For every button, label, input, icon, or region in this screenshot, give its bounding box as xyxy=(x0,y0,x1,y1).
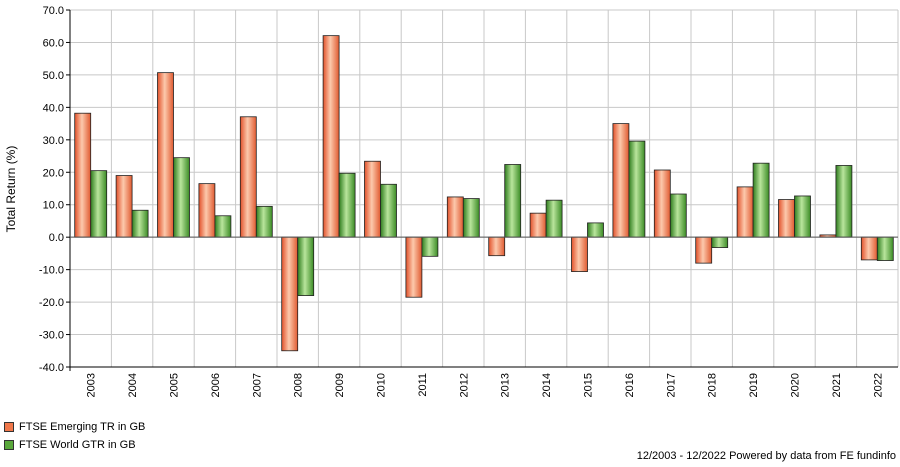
bar-chart: 70.0 60.0 50.0 40.0 30.0 20.0 10.0 0.0 -10.0 -20.… xyxy=(4,5,899,397)
bar-emerging-2003 xyxy=(74,112,92,238)
y-tick-label: 70.0 xyxy=(43,5,64,17)
y-tick-label: -10.0 xyxy=(39,265,64,277)
x-tick-label: 2014 xyxy=(541,373,553,397)
y-tick-label: -30.0 xyxy=(39,330,64,342)
x-tick-label: 2003 xyxy=(86,373,98,397)
bar-world-2015 xyxy=(587,222,604,238)
bar-world-2012 xyxy=(462,198,480,238)
y-tick-label: 30.0 xyxy=(43,135,64,147)
bar-world-2006 xyxy=(214,215,232,238)
y-tick-label: 60.0 xyxy=(43,37,64,49)
bar-emerging-2013 xyxy=(488,236,506,257)
x-tick-label: 2013 xyxy=(500,373,512,397)
bar-world-2021 xyxy=(835,165,853,238)
bar-world-2005 xyxy=(173,157,190,238)
legend-item-world: FTSE World GTR in GB xyxy=(4,437,145,453)
bar-world-2009 xyxy=(338,172,356,238)
bar-emerging-2005 xyxy=(157,72,174,238)
bar-world-2008 xyxy=(297,236,315,297)
y-tick-label: 0.0 xyxy=(49,232,64,244)
bar-world-2004 xyxy=(131,209,149,238)
bar-world-2016 xyxy=(628,140,646,238)
x-tick-label: 2019 xyxy=(748,373,760,397)
x-tick-label: 2015 xyxy=(583,373,595,397)
y-axis-label: Total Return (%) xyxy=(4,146,18,233)
x-tick-label: 2008 xyxy=(293,373,305,397)
bar-emerging-2010 xyxy=(364,160,381,238)
x-tick-label: 2009 xyxy=(334,373,346,397)
bar-world-2010 xyxy=(380,183,397,238)
x-tick-label: 2020 xyxy=(790,373,802,397)
axes: 70.0 60.0 50.0 40.0 30.0 20.0 10.0 0.0 -10.0 -20.… xyxy=(39,5,898,397)
x-tick-label: 2006 xyxy=(210,373,222,397)
x-tick-label: 2022 xyxy=(872,373,884,397)
x-tick-label: 2016 xyxy=(624,373,636,397)
bar-emerging-2011 xyxy=(405,236,423,298)
legend-swatch-world xyxy=(4,440,14,450)
legend-label-emerging: FTSE Emerging TR in GB xyxy=(19,421,146,433)
bar-emerging-2004 xyxy=(115,175,133,238)
bar-emerging-2014 xyxy=(529,212,547,238)
bar-world-2018 xyxy=(711,236,729,248)
legend-label-world: FTSE World GTR in GB xyxy=(19,439,136,451)
y-tick-label: -40.0 xyxy=(39,362,64,374)
bar-emerging-2020 xyxy=(778,199,795,238)
bar-emerging-2019 xyxy=(736,186,754,238)
bar-emerging-2006 xyxy=(198,183,216,238)
x-tick-label: 2010 xyxy=(376,373,388,397)
x-tick-label: 2007 xyxy=(251,373,263,397)
bar-world-2003 xyxy=(90,170,108,238)
x-tick-label: 2004 xyxy=(127,373,139,397)
x-tick-label: 2005 xyxy=(169,373,181,397)
bar-world-2019 xyxy=(752,162,770,238)
bar-emerging-2022 xyxy=(860,236,878,261)
bar-emerging-2018 xyxy=(695,236,713,264)
bar-emerging-2008 xyxy=(281,236,299,352)
bar-emerging-2009 xyxy=(322,35,340,238)
bar-world-2011 xyxy=(421,236,439,257)
bar-world-2014 xyxy=(545,199,563,238)
legend-swatch-emerging xyxy=(4,422,14,432)
grid-lines xyxy=(70,9,899,368)
legend-item-emerging: FTSE Emerging TR in GB xyxy=(4,419,145,435)
bar-world-2017 xyxy=(669,193,687,238)
x-tick-label: 2011 xyxy=(417,373,429,397)
y-tick-label: -20.0 xyxy=(39,297,64,309)
bar-world-2007 xyxy=(255,205,273,238)
y-tick-label: 50.0 xyxy=(43,70,64,82)
y-tick-label: 40.0 xyxy=(43,102,64,114)
bar-emerging-2015 xyxy=(571,236,588,272)
y-tick-label: 20.0 xyxy=(43,167,64,179)
bars xyxy=(74,35,894,352)
bar-world-2022 xyxy=(876,236,894,261)
x-tick-label: 2012 xyxy=(458,373,470,397)
legend: FTSE Emerging TR in GB FTSE World GTR in… xyxy=(4,419,145,455)
x-tick-label: 2017 xyxy=(665,373,677,397)
x-tick-label: 2021 xyxy=(831,373,843,397)
x-tick-label: 2018 xyxy=(707,373,719,397)
source-footer: 12/2003 - 12/2022 Powered by data from F… xyxy=(636,450,896,462)
bar-emerging-2012 xyxy=(446,196,464,238)
bar-emerging-2017 xyxy=(653,169,671,238)
bar-world-2013 xyxy=(504,164,522,238)
y-tick-label: 10.0 xyxy=(43,200,64,212)
bar-world-2020 xyxy=(794,195,811,238)
bar-emerging-2007 xyxy=(239,116,257,238)
bar-emerging-2016 xyxy=(612,123,630,238)
